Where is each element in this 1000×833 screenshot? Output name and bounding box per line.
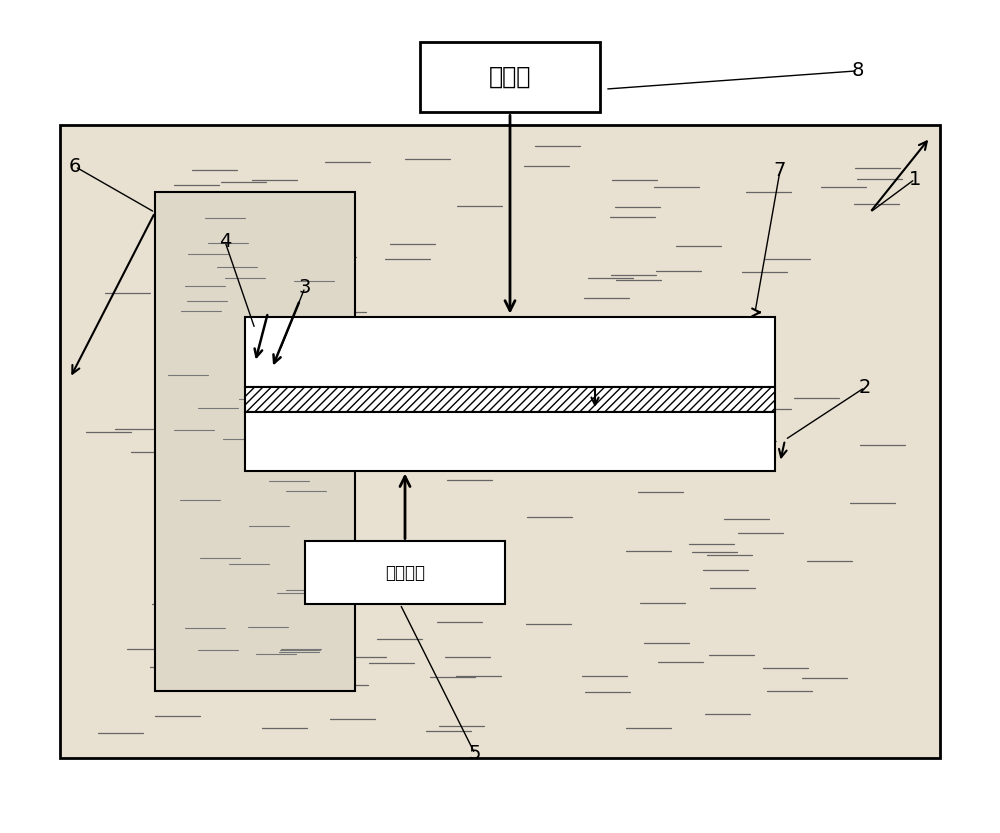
- Text: 3: 3: [299, 278, 311, 297]
- Text: 5: 5: [469, 745, 481, 763]
- Text: 8: 8: [852, 62, 864, 80]
- Bar: [155, 192, 355, 691]
- Text: 激光器: 激光器: [489, 65, 531, 89]
- Text: 夹持机构: 夹持机构: [385, 564, 425, 581]
- Bar: [245, 317, 775, 387]
- Text: 2: 2: [859, 378, 871, 397]
- Bar: [245, 387, 775, 412]
- Bar: [420, 42, 600, 112]
- Bar: [305, 541, 505, 604]
- Text: 4: 4: [219, 232, 231, 251]
- Text: 1: 1: [909, 170, 921, 188]
- Bar: [60, 125, 940, 758]
- Text: 6: 6: [69, 157, 81, 176]
- Text: 7: 7: [774, 162, 786, 180]
- Bar: [245, 412, 775, 471]
